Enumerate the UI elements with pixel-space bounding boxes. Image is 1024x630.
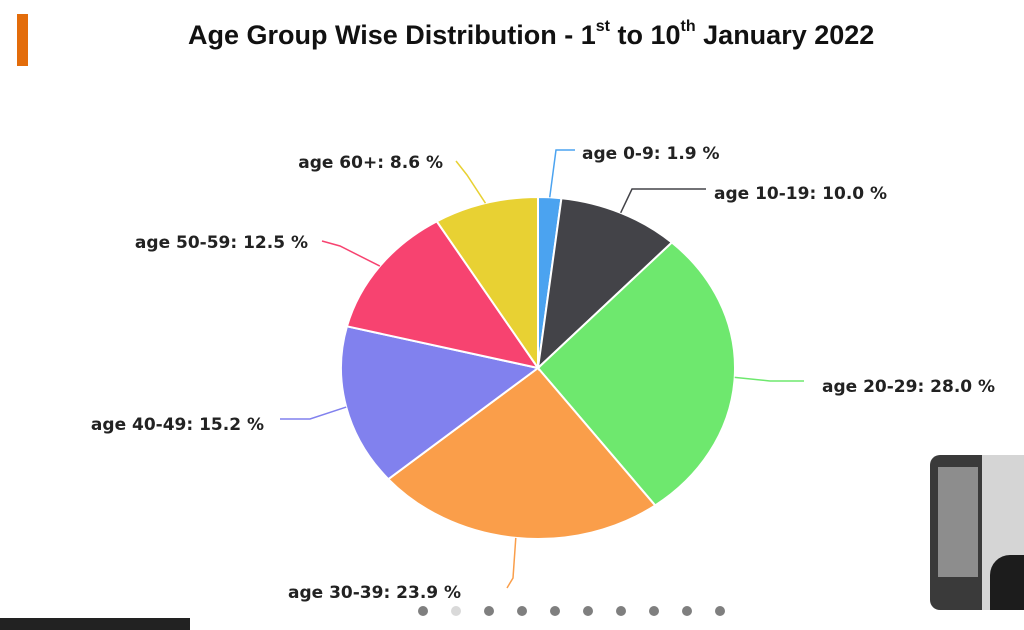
pie-data-label-4: age 40-49: 15.2 % xyxy=(91,415,264,435)
title-part-1: Age Group Wise Distribution - 1 xyxy=(188,20,596,50)
title-sup-2: th xyxy=(680,18,696,35)
pie-data-label-0: age 0-9: 1.9 % xyxy=(582,144,720,164)
pie-leader-line-0 xyxy=(548,149,575,198)
pie-slice-1 xyxy=(536,197,674,371)
accent-bar xyxy=(17,14,28,66)
pie-slice-5 xyxy=(345,220,541,370)
pie-data-label-1: age 10-19: 10.0 % xyxy=(714,184,887,204)
pie-slice-2 xyxy=(536,241,736,507)
bottom-toolbar-strip xyxy=(0,618,190,630)
pie-data-label-2: age 20-29: 28.0 % xyxy=(822,377,995,397)
slide-dot-1[interactable] xyxy=(418,606,428,616)
slide-dot-7[interactable] xyxy=(616,606,626,616)
slide-dot-4[interactable] xyxy=(517,606,527,616)
slide-dot-5[interactable] xyxy=(550,606,560,616)
slide-pagination xyxy=(418,606,725,616)
title-part-3: January 2022 xyxy=(695,20,875,50)
title-part-2: to 10 xyxy=(610,20,681,50)
webcam-thumbnail xyxy=(930,455,1024,610)
pie-leader-line-3 xyxy=(506,537,517,589)
pie-leader-line-2 xyxy=(734,376,804,382)
webcam-background-left xyxy=(938,467,978,577)
pie-data-label-3: age 30-39: 23.9 % xyxy=(288,583,461,603)
title-sup-1: st xyxy=(595,18,611,35)
pie-data-label-6: age 60+: 8.6 % xyxy=(298,153,443,173)
slide-dot-9[interactable] xyxy=(682,606,692,616)
pie-data-label-5: age 50-59: 12.5 % xyxy=(135,233,308,253)
slide-dot-6[interactable] xyxy=(583,606,593,616)
webcam-person xyxy=(990,555,1024,610)
pie-leader-line-1 xyxy=(620,188,706,214)
slide-dot-10[interactable] xyxy=(715,606,725,616)
pie-slice-3 xyxy=(386,366,657,540)
pie-leader-line-4 xyxy=(280,406,347,420)
page-title: Age Group Wise Distribution - 1st to 10t… xyxy=(188,18,875,51)
pie-slice-4 xyxy=(340,325,541,481)
slide-dot-2[interactable] xyxy=(451,606,461,616)
pie-leader-line-5 xyxy=(321,240,381,267)
slide-dot-3[interactable] xyxy=(484,606,494,616)
pie-leader-line-6 xyxy=(455,160,487,204)
slide-dot-8[interactable] xyxy=(649,606,659,616)
